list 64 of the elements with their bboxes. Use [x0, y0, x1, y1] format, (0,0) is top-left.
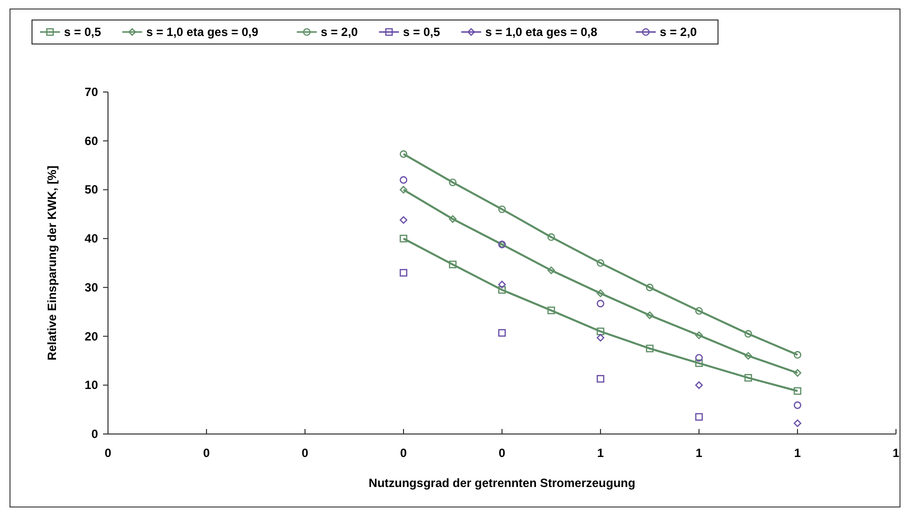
y-tick-label: 70 [84, 85, 98, 99]
point [596, 289, 604, 298]
point [646, 344, 654, 352]
legend-label: s = 2,0 [660, 25, 698, 39]
x-tick-label: 1 [892, 446, 900, 460]
legend-label: s = 1,0 eta ges = 0,8 [485, 25, 598, 39]
point [596, 374, 604, 383]
point [794, 419, 802, 428]
point [498, 280, 506, 288]
point [695, 413, 703, 421]
y-tick-label: 40 [84, 232, 98, 246]
point [794, 401, 802, 409]
point [448, 260, 457, 268]
point [794, 387, 802, 395]
point [596, 259, 604, 267]
y-tick-label: 50 [84, 182, 98, 197]
x-tick-label: 1 [794, 446, 802, 460]
x-tick-label: 0 [498, 446, 506, 460]
point [695, 381, 703, 389]
point [794, 351, 802, 359]
legend-label: s = 0,5 [403, 25, 440, 39]
point [400, 186, 408, 194]
point [744, 374, 752, 382]
point [400, 268, 408, 277]
point [448, 215, 457, 223]
legend-label: s = 1,0 eta ges = 0,9 [146, 25, 259, 39]
y-tick-label: 10 [84, 378, 98, 392]
point [695, 307, 703, 315]
x-tick-label: 1 [696, 446, 703, 460]
point [498, 286, 506, 294]
x-tick-label: 0 [302, 446, 309, 460]
x-tick-label: 0 [104, 446, 112, 460]
point [400, 150, 408, 158]
point [695, 332, 703, 340]
point [596, 300, 604, 308]
point [744, 330, 752, 338]
y-tick-label: 20 [84, 329, 98, 344]
point [448, 178, 457, 186]
y-axis-title: Relative Einsparung der KWK, [%] [45, 166, 59, 360]
point [744, 352, 752, 360]
x-tick-label: 1 [597, 446, 604, 460]
point [695, 354, 703, 362]
point [547, 266, 556, 274]
x-axis-title: Nutzungsgrad der getrennten Stromerzeugung [368, 476, 636, 490]
point [646, 311, 654, 320]
y-tick-label: 60 [84, 134, 98, 148]
point [547, 306, 556, 314]
point [400, 216, 408, 224]
legend-label: s = 2,0 [320, 25, 358, 39]
point [547, 233, 556, 241]
point [400, 234, 408, 242]
point [498, 205, 506, 214]
x-tick-label: 0 [203, 446, 210, 460]
point [596, 328, 604, 336]
point [400, 176, 408, 184]
y-tick-label: 0 [91, 427, 98, 441]
point [498, 329, 506, 337]
point [695, 359, 703, 367]
y-tick-label: 30 [84, 280, 98, 294]
legend-label: s = 0,5 [64, 25, 102, 39]
point [646, 284, 654, 292]
x-tick-label: 0 [400, 446, 408, 460]
point [794, 369, 802, 377]
point [596, 334, 604, 342]
